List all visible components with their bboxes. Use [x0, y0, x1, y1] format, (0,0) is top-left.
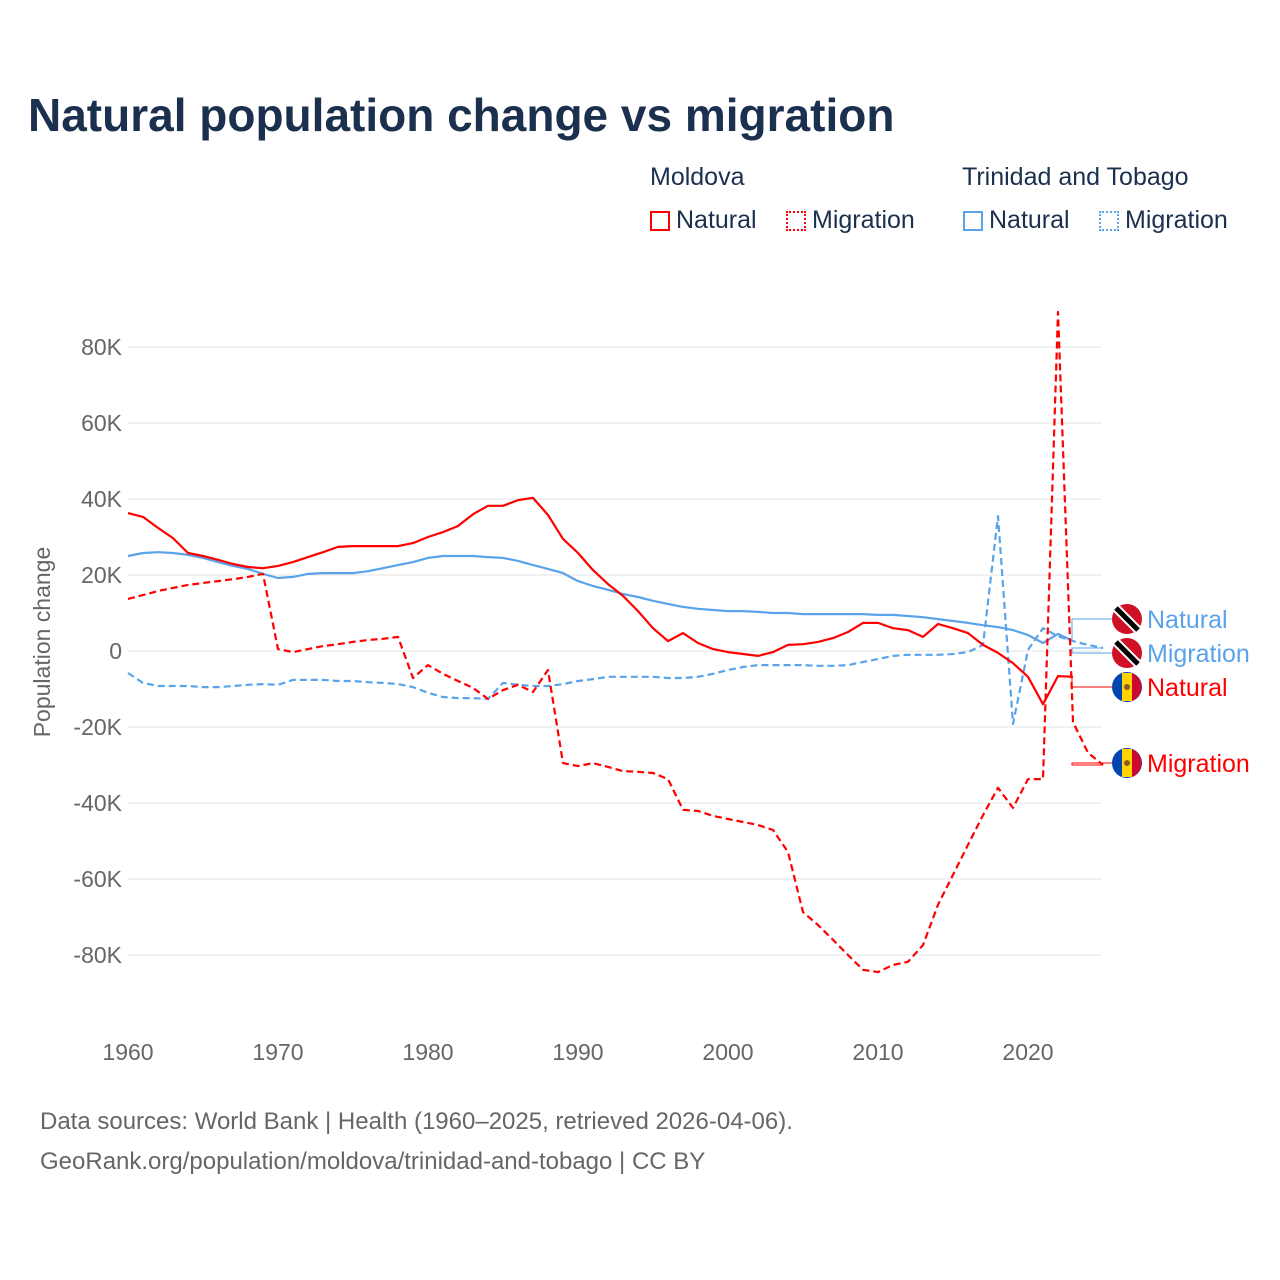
label-connector [1071, 618, 1112, 642]
chart-plot: 80K 60K 40K 20K 0 -20K -40K -60K -80K 1960 1970 198… [29, 310, 1250, 1065]
y-tick-label: -60K [73, 866, 122, 892]
x-tick-label: 2010 [852, 1039, 903, 1065]
legend-swatch-solid-blue [963, 210, 983, 231]
end-label: Migration [1147, 640, 1250, 668]
end-label: Natural [1147, 606, 1228, 634]
x-tick-label: 1970 [252, 1039, 303, 1065]
label-connector [1071, 647, 1112, 654]
y-tick-label: -40K [73, 790, 122, 816]
trinidad-flag-icon-black [1114, 640, 1140, 666]
x-tick-label: 1980 [402, 1039, 453, 1065]
x-tick-label: 1990 [552, 1039, 603, 1065]
y-tick-label: 80K [81, 334, 123, 360]
moldova-flag-icon-red [1132, 749, 1142, 777]
legend-swatch-dotted-blue [1099, 210, 1119, 231]
trinidad-flag-icon-black [1114, 606, 1140, 632]
source-line-2[interactable]: GeoRank.org/population/moldova/trinidad-… [40, 1148, 706, 1175]
moldova-flag-icon-red [1132, 673, 1142, 701]
y-tick-label: 40K [81, 486, 123, 512]
legend-tt-natural[interactable]: Natural [963, 206, 1070, 235]
series-line-moldova-migration [127, 310, 1104, 974]
source-line-1: Data sources: World Bank | Health (1960–… [40, 1108, 793, 1135]
legend-label: Natural [989, 206, 1070, 234]
end-label: Migration [1147, 750, 1250, 778]
legend-label: Migration [1125, 206, 1228, 234]
label-connector [1071, 762, 1112, 766]
moldova-flag-emblem [1124, 760, 1130, 766]
legend-group-trinidad: Trinidad and Tobago [962, 163, 1189, 191]
legend-group-moldova: Moldova [650, 163, 745, 191]
y-tick-label: 60K [81, 410, 123, 436]
legend-label: Natural [676, 206, 757, 234]
y-tick-label: -20K [73, 714, 122, 740]
legend-moldova-natural[interactable]: Natural [650, 206, 757, 235]
y-tick-label: 20K [81, 562, 123, 588]
y-tick-label: 0 [109, 638, 122, 664]
series-line-trinidad-and-tobago-natural [127, 551, 1074, 645]
y-axis-label: Population change [29, 547, 55, 738]
series-line-trinidad-and-tobago-migration [127, 515, 1104, 726]
series-line-moldova-natural [127, 496, 1074, 706]
legend-swatch-dotted-red [786, 210, 806, 231]
x-tick-label: 1960 [102, 1039, 153, 1065]
end-label: Natural [1147, 674, 1228, 702]
legend-moldova-migration[interactable]: Migration [786, 206, 915, 235]
moldova-flag-emblem [1124, 684, 1130, 690]
x-tick-label: 2000 [702, 1039, 753, 1065]
label-connector [1071, 676, 1112, 688]
legend-label: Migration [812, 206, 915, 234]
legend-swatch-solid-red [650, 210, 670, 231]
x-tick-label: 2020 [1002, 1039, 1053, 1065]
y-tick-label: -80K [73, 942, 122, 968]
legend-tt-migration[interactable]: Migration [1099, 206, 1228, 235]
chart-title: Natural population change vs migration [28, 89, 895, 141]
